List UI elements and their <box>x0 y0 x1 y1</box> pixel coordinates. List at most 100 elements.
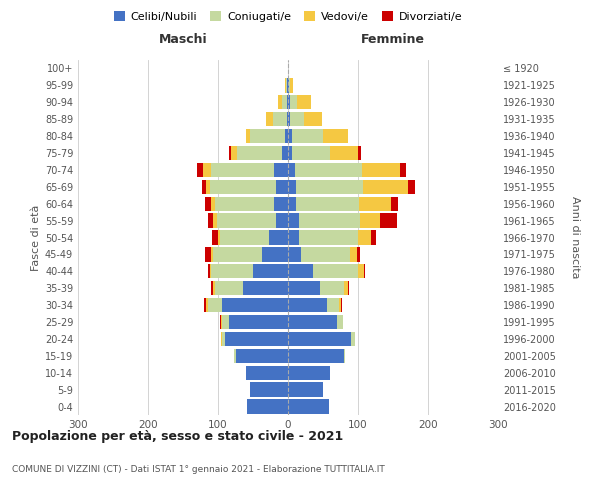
Bar <box>288 348 346 363</box>
Bar <box>288 214 380 228</box>
Bar <box>287 112 288 126</box>
Bar <box>205 247 288 262</box>
Bar <box>247 400 288 413</box>
Bar <box>235 348 288 363</box>
Bar <box>286 78 288 92</box>
Bar <box>288 332 355 346</box>
Bar <box>288 230 376 244</box>
Bar <box>288 230 358 244</box>
Bar <box>221 298 288 312</box>
Bar <box>288 162 406 177</box>
Bar <box>284 129 288 144</box>
Bar <box>211 281 288 295</box>
Bar <box>288 264 364 278</box>
Bar <box>234 348 288 363</box>
Bar <box>211 196 288 211</box>
Bar <box>211 162 288 177</box>
Bar <box>213 214 288 228</box>
Text: COMUNE DI VIZZINI (CT) - Dati ISTAT 1° gennaio 2021 - Elaborazione TUTTITALIA.IT: COMUNE DI VIZZINI (CT) - Dati ISTAT 1° g… <box>12 465 385 474</box>
Bar <box>197 162 288 177</box>
Bar <box>278 95 288 110</box>
Bar <box>288 180 363 194</box>
Bar <box>288 112 290 126</box>
Bar <box>288 366 330 380</box>
Bar <box>284 78 288 92</box>
Bar <box>246 366 288 380</box>
Y-axis label: Fasce di età: Fasce di età <box>31 204 41 270</box>
Bar <box>288 214 360 228</box>
Bar <box>246 366 288 380</box>
Bar <box>288 196 296 211</box>
Bar <box>221 332 288 346</box>
Bar <box>288 180 296 194</box>
Bar <box>288 162 400 177</box>
Bar <box>288 264 358 278</box>
Bar <box>288 315 343 329</box>
Bar <box>208 264 288 278</box>
Bar <box>288 264 365 278</box>
Bar <box>262 247 288 262</box>
Bar <box>266 112 288 126</box>
Bar <box>288 382 323 397</box>
Bar <box>208 214 288 228</box>
Bar <box>288 129 323 144</box>
Bar <box>274 162 288 177</box>
Bar <box>208 298 288 312</box>
Bar <box>209 264 288 278</box>
Bar <box>247 400 288 413</box>
Bar <box>288 129 347 144</box>
Bar <box>288 95 311 110</box>
Bar <box>288 129 292 144</box>
Bar <box>288 180 409 194</box>
Bar <box>278 95 288 110</box>
Bar <box>288 366 330 380</box>
Bar <box>218 230 288 244</box>
Bar <box>288 146 361 160</box>
Bar <box>206 180 288 194</box>
Bar <box>288 196 391 211</box>
Bar <box>288 78 293 92</box>
Bar <box>272 112 288 126</box>
Bar <box>288 78 293 92</box>
Y-axis label: Anni di nascita: Anni di nascita <box>569 196 580 279</box>
Bar <box>288 281 320 295</box>
Bar <box>229 146 288 160</box>
Bar <box>288 264 313 278</box>
Bar <box>250 382 288 397</box>
Bar <box>288 298 326 312</box>
Bar <box>288 298 339 312</box>
Bar <box>288 332 351 346</box>
Bar <box>276 180 288 194</box>
Bar <box>250 129 288 144</box>
Bar <box>288 247 360 262</box>
Bar <box>288 247 356 262</box>
Bar <box>288 146 330 160</box>
Bar <box>288 247 350 262</box>
Legend: Celibi/Nubili, Coniugati/e, Vedovi/e, Divorziati/e: Celibi/Nubili, Coniugati/e, Vedovi/e, Di… <box>109 6 467 26</box>
Bar <box>288 382 323 397</box>
Bar <box>288 281 347 295</box>
Bar <box>211 247 288 262</box>
Bar <box>206 298 288 312</box>
Bar <box>288 366 330 380</box>
Bar <box>288 332 355 346</box>
Bar <box>246 129 288 144</box>
Bar <box>217 214 288 228</box>
Bar <box>288 281 344 295</box>
Bar <box>232 146 288 160</box>
Bar <box>288 196 359 211</box>
Bar <box>288 315 343 329</box>
Bar <box>237 146 288 160</box>
Bar <box>287 95 288 110</box>
Bar <box>288 298 342 312</box>
Bar <box>288 400 329 413</box>
Bar <box>288 348 346 363</box>
Bar <box>253 264 288 278</box>
Bar <box>288 400 329 413</box>
Bar <box>215 281 288 295</box>
Bar <box>202 180 288 194</box>
Bar <box>215 196 288 211</box>
Bar <box>204 298 288 312</box>
Bar <box>246 366 288 380</box>
Bar <box>288 315 337 329</box>
